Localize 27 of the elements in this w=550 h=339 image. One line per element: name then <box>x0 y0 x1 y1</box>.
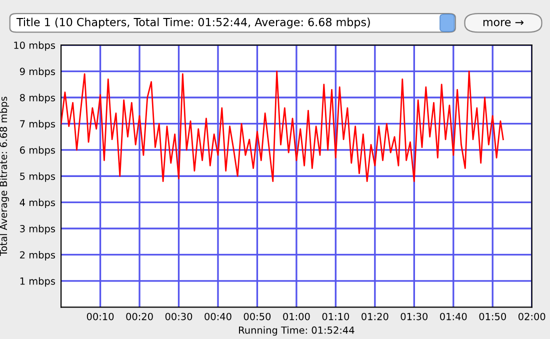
x-tick-label: 00:40 <box>204 312 232 320</box>
x-tick-label: 01:20 <box>362 312 388 320</box>
x-tick-label: 00:30 <box>165 312 192 320</box>
y-axis-title: Total Average Bitrate: 6.68 mbps <box>0 96 9 256</box>
x-tick-label: 01:50 <box>479 312 506 320</box>
y-tick-label: 2 mbps <box>20 251 56 260</box>
x-tick-label: 00:10 <box>86 312 114 320</box>
y-tick-label: 3 mbps <box>20 224 56 234</box>
x-tick-label: 01:10 <box>322 312 350 320</box>
y-tick-label: 9 mbps <box>20 68 56 78</box>
x-tick-label: 02:00 <box>518 312 546 320</box>
text: more → <box>483 20 524 26</box>
x-axis-title: Running Time: 01:52:44 <box>239 326 354 336</box>
y-tick-label: 7 mbps <box>20 120 56 130</box>
y-tick-label: 6 mbps <box>20 146 56 156</box>
x-tick-label: 01:30 <box>400 312 428 320</box>
line-series <box>61 70 504 182</box>
y-tick-label: 4 mbps <box>20 198 56 208</box>
y-tick-label: 5 mbps <box>20 172 56 182</box>
y-tick-label: 8 mbps <box>20 94 56 104</box>
y-tick-label: 1 mbps <box>20 277 56 287</box>
x-tick-label: 00:50 <box>244 312 271 320</box>
chart-title: Title 1 (10 Chapters, Total Time: 01:52:44, Average: 6.68 mbps) <box>16 18 370 28</box>
x-tick-label: 00:20 <box>126 312 153 320</box>
y-tick-label: 10 mbps <box>14 41 56 51</box>
x-tick-label: 01:40 <box>440 312 467 320</box>
x-tick-label: 01:00 <box>283 312 310 320</box>
